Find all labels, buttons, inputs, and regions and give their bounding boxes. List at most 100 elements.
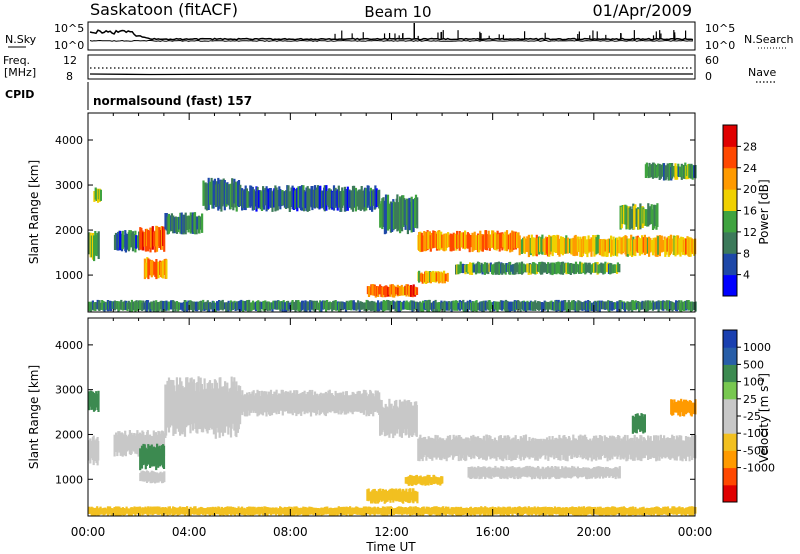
velocity-cell [144,434,147,451]
power-cell [267,301,270,310]
power-cell [225,182,228,207]
power-cell [582,236,585,254]
power-cell [457,302,460,310]
power-cell [222,302,225,310]
power-cell [613,239,617,255]
power-cell [654,301,657,310]
power-cell [600,264,603,274]
velocity-cell [208,507,211,516]
power-cell [98,188,101,202]
power-cell [517,300,520,310]
power-cell [259,190,262,210]
power-cell [598,300,601,312]
velocity-cell [439,507,443,515]
power-cell [534,239,537,256]
power-cell [646,209,649,227]
velocity-cell [117,431,120,451]
velocity-data [88,376,697,516]
power-cell [152,231,156,247]
power-cell [508,301,511,312]
velocity-cell [397,488,400,502]
power-cell [627,238,630,254]
power-cell [124,233,127,253]
power-cell [353,302,356,311]
velocity-cell [542,467,545,480]
velocity-cell [565,507,568,516]
power-cell [121,230,124,250]
power-colorbar-segment [723,189,737,211]
velocity-cell [189,506,192,516]
power-cell [621,301,624,310]
velocity-cell [267,507,270,515]
velocity-cell [383,506,386,516]
velocity-cell [590,468,593,479]
power-cell [384,194,388,234]
velocity-cell [614,439,618,456]
power-region-11 [417,230,520,253]
power-cell [296,187,299,212]
velocity-cell [372,393,375,417]
velocity-cell [396,506,399,515]
power-cell [520,239,524,254]
power-cell [253,302,256,310]
velocity-cell [89,438,92,464]
velocity-cell [588,506,591,514]
velocity-cell [196,508,199,516]
velocity-cell [614,508,617,515]
velocity-cell [404,507,407,514]
power-cell [238,300,242,312]
time-tick-label: 00:00 [71,525,106,539]
velocity-cell [488,435,491,457]
power-cell [579,236,582,257]
velocity-cell [556,507,559,514]
velocity-cell [368,491,371,500]
velocity-cell [623,507,627,516]
power-cell [464,230,467,250]
velocity-cell [548,436,551,457]
power-cell [388,302,391,311]
velocity-cell [215,382,218,428]
velocity-cell [572,468,575,477]
power-cell [447,232,450,248]
power-cell [479,301,482,311]
power-cell [631,300,634,311]
velocity-cell [122,508,125,516]
power-colorbar-segment [723,231,737,254]
velocity-cell [345,506,348,516]
velocity-cell [97,508,100,516]
velocity-cell [331,395,334,412]
power-cell [292,187,296,210]
power-cell [367,185,370,206]
power-cell [197,301,200,310]
power-cell [519,302,522,312]
power-cell [422,300,425,312]
power-cell [192,301,196,310]
power-cell [645,237,648,254]
power-cell [549,301,552,309]
velocity-cell [551,436,554,456]
velocity-cell [250,394,253,413]
power-cell [455,264,458,275]
power-cell [146,257,149,278]
velocity-cell [192,379,196,424]
velocity-cell [640,435,643,462]
power-cell [381,198,384,230]
velocity-cell [228,388,231,428]
power-cell [590,302,594,311]
velocity-cell [487,508,490,516]
velocity-cell [109,506,112,514]
velocity-cell [199,377,202,430]
power-cell [592,235,595,252]
velocity-cell [367,506,370,515]
velocity-cell [321,393,324,412]
power-cell [569,238,572,254]
power-cell [665,165,668,179]
power-cell [654,238,657,257]
velocity-cell [416,491,419,504]
power-cell [580,262,583,274]
power-cell [516,232,519,248]
velocity-cell [415,405,418,437]
power-cell [242,190,245,209]
velocity-cell [381,406,384,433]
velocity-cell [639,415,642,432]
